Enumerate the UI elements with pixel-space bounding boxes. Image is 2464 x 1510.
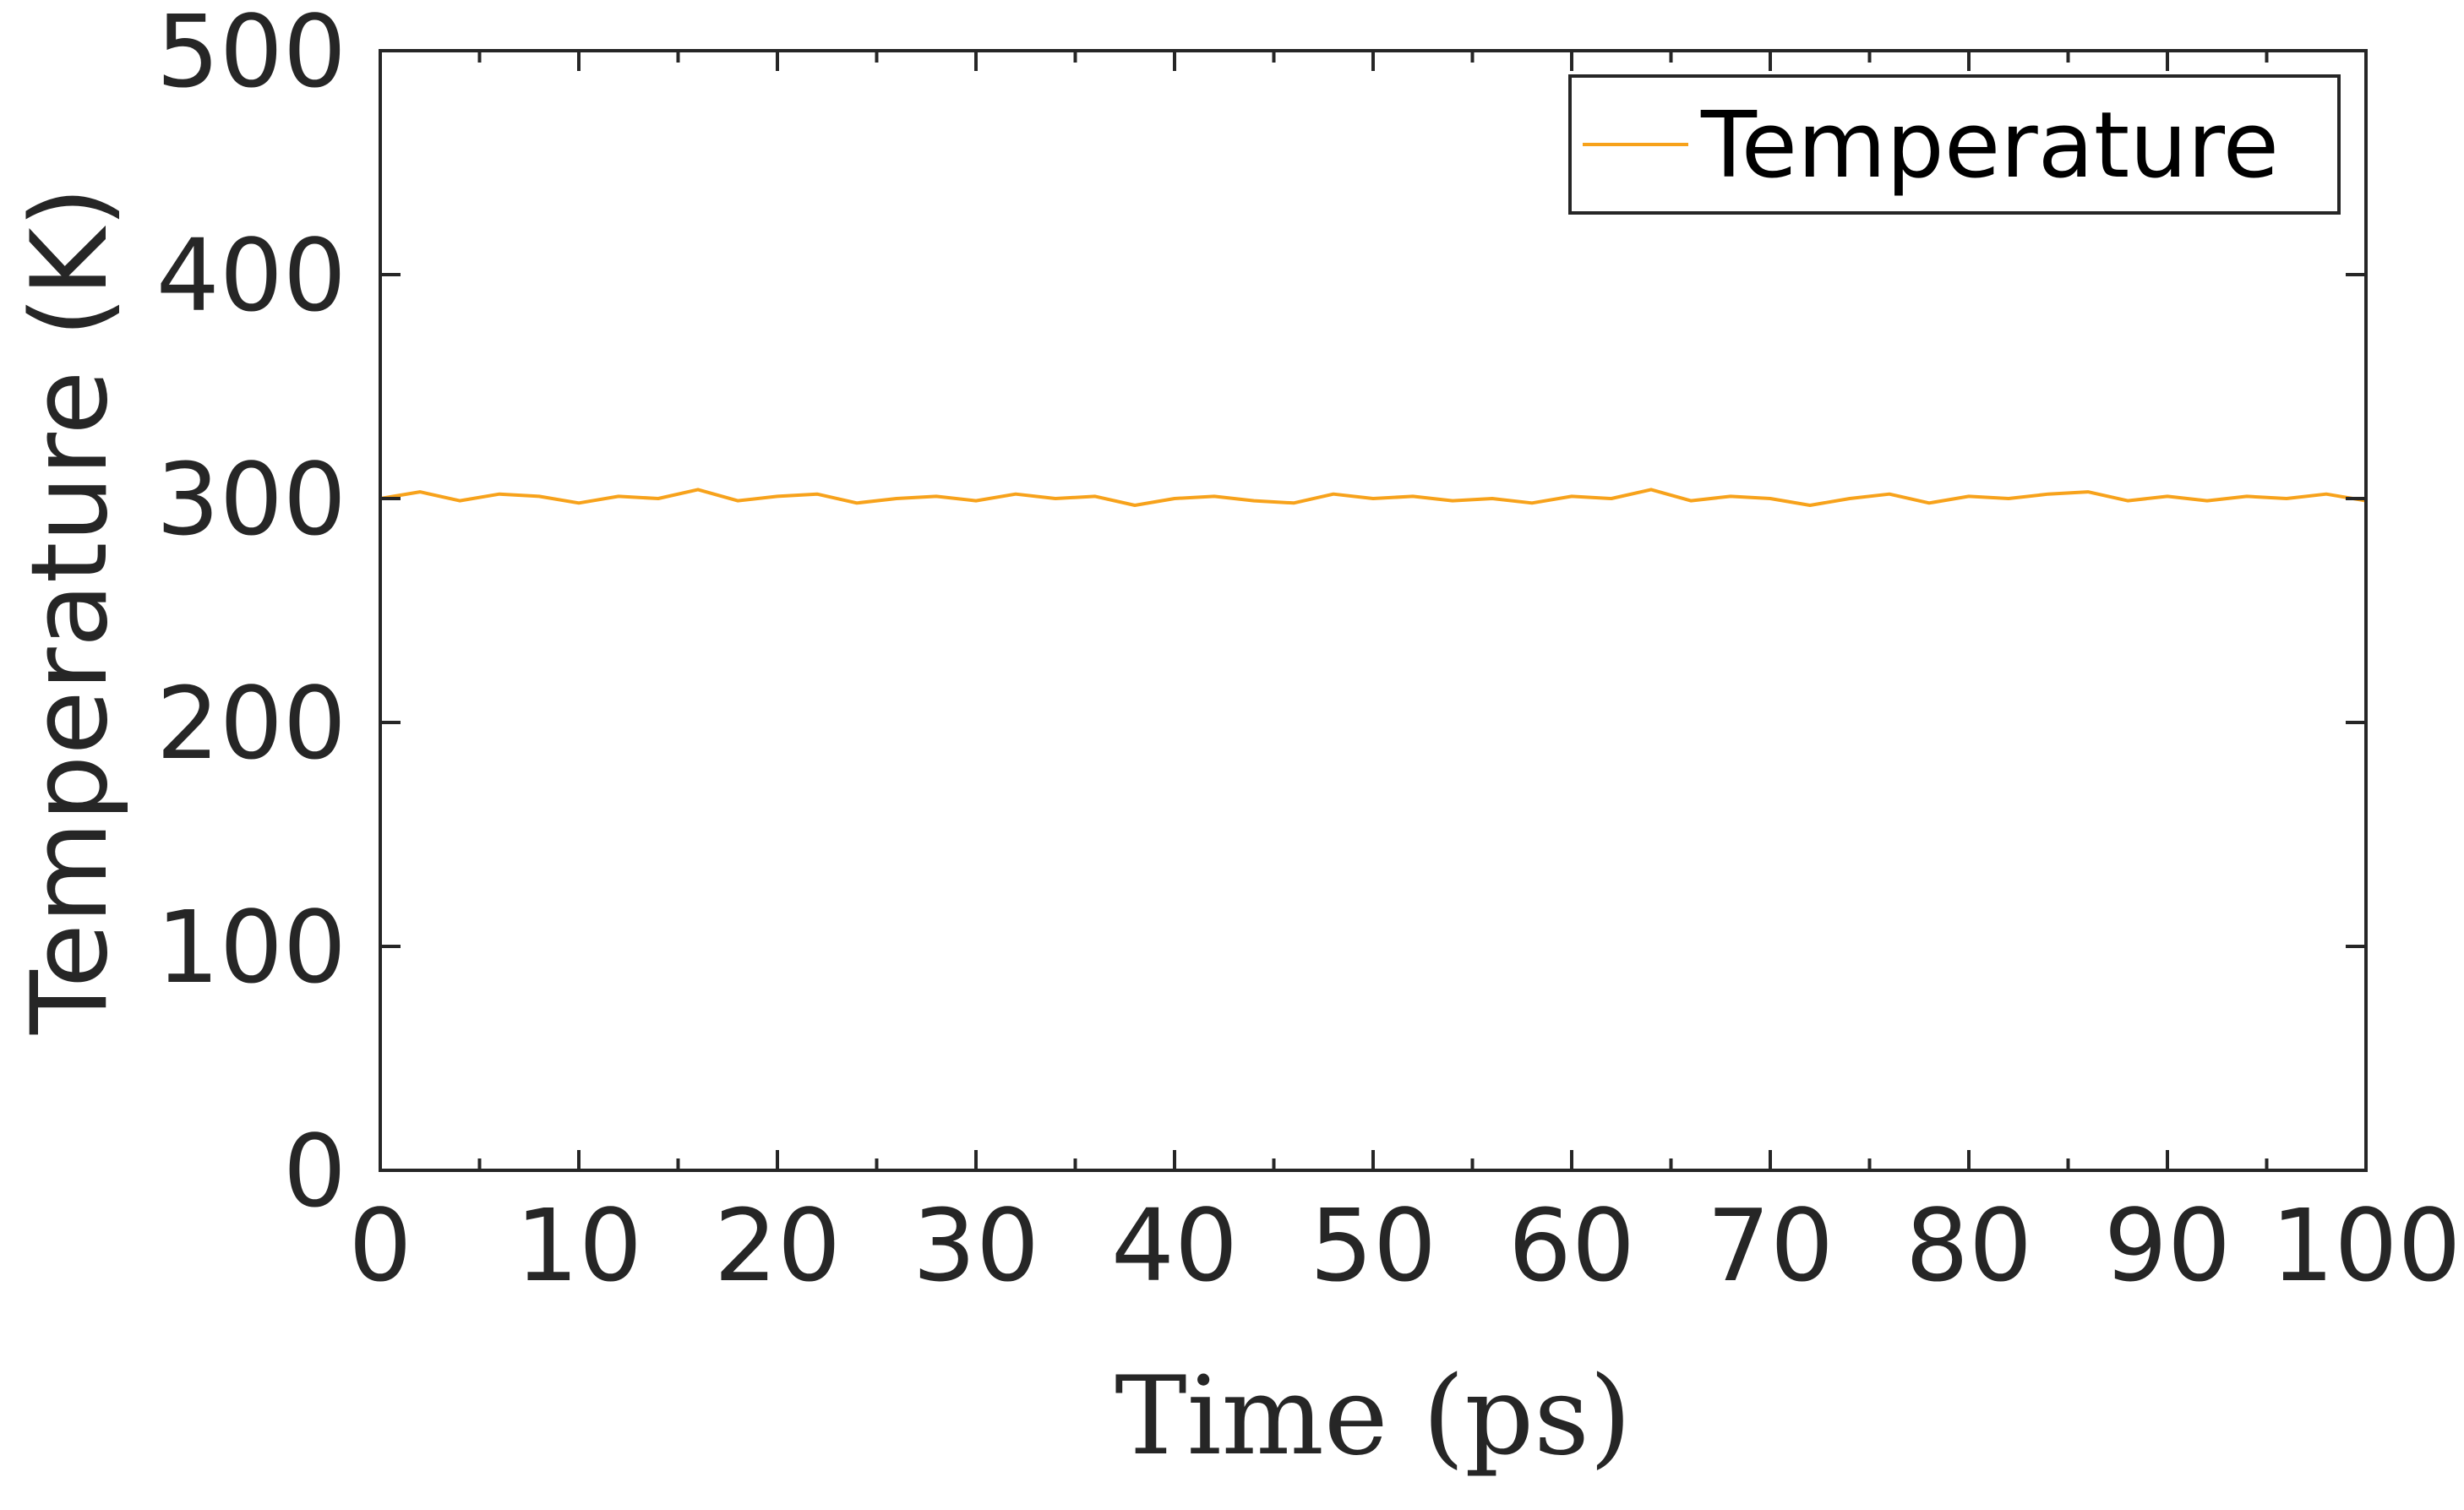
- legend: Temperature: [1568, 74, 2341, 215]
- tick-label-layer: 0 10 20 30 40 50 60 70 80 90 100 0 100 200 300 400 500: [156, 0, 2461, 1304]
- y-tick-label: 100: [156, 889, 346, 1006]
- y-tick-label: 500: [156, 0, 346, 110]
- x-tick-label: 10: [515, 1187, 642, 1304]
- series-layer: [379, 488, 2367, 507]
- x-tick-label: 0: [348, 1187, 412, 1304]
- x-tick-label: 40: [1111, 1187, 1238, 1304]
- y-tick-label: 0: [283, 1113, 346, 1229]
- legend-box: [1568, 74, 2341, 215]
- y-tick-label: 400: [156, 217, 346, 334]
- x-tick-label: 80: [1905, 1187, 2032, 1304]
- x-axis-label: Time (ps): [1115, 1354, 1632, 1480]
- x-tick-label: 60: [1508, 1187, 1635, 1304]
- x-tick-label: 50: [1310, 1187, 1436, 1304]
- legend-label-temperature: Temperature: [1700, 93, 2279, 199]
- tick-layer: [379, 49, 2368, 1172]
- x-tick-label: 100: [2270, 1187, 2461, 1304]
- y-tick-label: 300: [156, 441, 346, 558]
- x-tick-label: 20: [714, 1187, 841, 1304]
- x-tick-label: 30: [913, 1187, 1039, 1304]
- series-line-temperature: [379, 488, 2367, 507]
- y-tick-label: 200: [156, 665, 346, 782]
- x-tick-label: 70: [1707, 1187, 1834, 1304]
- y-axis-label: Temperature (K): [9, 187, 131, 1035]
- x-tick-label: 90: [2104, 1187, 2231, 1304]
